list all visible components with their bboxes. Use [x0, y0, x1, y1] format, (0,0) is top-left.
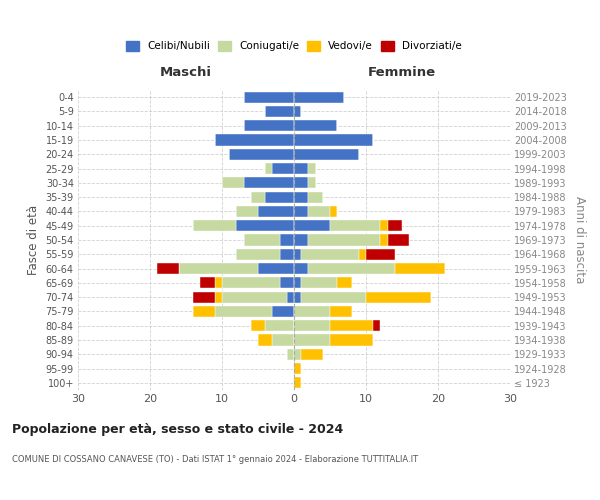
Bar: [308, 178, 316, 188]
Bar: [308, 206, 330, 217]
Bar: [330, 334, 373, 345]
Bar: [308, 234, 380, 246]
Bar: [380, 234, 388, 246]
Bar: [373, 320, 380, 332]
Bar: [280, 278, 294, 288]
Bar: [301, 348, 323, 360]
Bar: [294, 106, 301, 117]
Bar: [244, 234, 280, 246]
Bar: [294, 348, 301, 360]
Bar: [258, 263, 294, 274]
Bar: [294, 234, 308, 246]
Bar: [294, 92, 344, 102]
Bar: [215, 134, 294, 145]
Bar: [244, 92, 294, 102]
Bar: [294, 134, 373, 145]
Bar: [258, 206, 294, 217]
Bar: [301, 278, 337, 288]
Y-axis label: Fasce di età: Fasce di età: [27, 205, 40, 275]
Bar: [215, 292, 222, 302]
Bar: [251, 192, 265, 202]
Bar: [359, 248, 366, 260]
Bar: [294, 363, 301, 374]
Bar: [287, 292, 294, 302]
Bar: [330, 320, 373, 332]
Y-axis label: Anni di nascita: Anni di nascita: [574, 196, 586, 284]
Bar: [330, 206, 337, 217]
Bar: [215, 278, 222, 288]
Bar: [388, 220, 402, 232]
Bar: [294, 334, 330, 345]
Bar: [366, 248, 395, 260]
Bar: [294, 278, 301, 288]
Text: Popolazione per età, sesso e stato civile - 2024: Popolazione per età, sesso e stato civil…: [12, 422, 343, 436]
Bar: [280, 248, 294, 260]
Bar: [294, 120, 337, 132]
Bar: [244, 178, 294, 188]
Bar: [366, 292, 431, 302]
Bar: [193, 220, 236, 232]
Bar: [193, 292, 215, 302]
Bar: [308, 163, 316, 174]
Legend: Celibi/Nubili, Coniugati/e, Vedovi/e, Divorziati/e: Celibi/Nubili, Coniugati/e, Vedovi/e, Di…: [126, 41, 462, 51]
Bar: [337, 278, 352, 288]
Text: Femmine: Femmine: [368, 66, 436, 78]
Bar: [193, 306, 215, 317]
Bar: [294, 292, 301, 302]
Bar: [265, 192, 294, 202]
Bar: [229, 148, 294, 160]
Bar: [265, 320, 294, 332]
Bar: [294, 148, 359, 160]
Bar: [258, 334, 272, 345]
Bar: [380, 220, 388, 232]
Bar: [294, 220, 330, 232]
Bar: [330, 306, 352, 317]
Text: COMUNE DI COSSANO CANAVESE (TO) - Dati ISTAT 1° gennaio 2024 - Elaborazione TUTT: COMUNE DI COSSANO CANAVESE (TO) - Dati I…: [12, 455, 418, 464]
Bar: [294, 206, 308, 217]
Bar: [157, 263, 179, 274]
Bar: [265, 163, 272, 174]
Bar: [244, 120, 294, 132]
Bar: [222, 292, 287, 302]
Bar: [222, 178, 244, 188]
Bar: [272, 334, 294, 345]
Bar: [200, 278, 215, 288]
Bar: [179, 263, 258, 274]
Bar: [287, 348, 294, 360]
Bar: [330, 220, 380, 232]
Bar: [301, 248, 359, 260]
Bar: [294, 263, 308, 274]
Bar: [294, 178, 308, 188]
Bar: [265, 106, 294, 117]
Bar: [301, 292, 366, 302]
Bar: [388, 234, 409, 246]
Bar: [294, 320, 330, 332]
Bar: [280, 234, 294, 246]
Bar: [395, 263, 445, 274]
Bar: [251, 320, 265, 332]
Bar: [236, 248, 280, 260]
Bar: [308, 263, 395, 274]
Bar: [236, 220, 294, 232]
Bar: [215, 306, 272, 317]
Bar: [294, 163, 308, 174]
Bar: [294, 192, 308, 202]
Bar: [308, 192, 323, 202]
Bar: [272, 163, 294, 174]
Bar: [236, 206, 258, 217]
Bar: [294, 248, 301, 260]
Bar: [222, 278, 280, 288]
Bar: [294, 378, 301, 388]
Bar: [294, 306, 330, 317]
Text: Maschi: Maschi: [160, 66, 212, 78]
Bar: [272, 306, 294, 317]
